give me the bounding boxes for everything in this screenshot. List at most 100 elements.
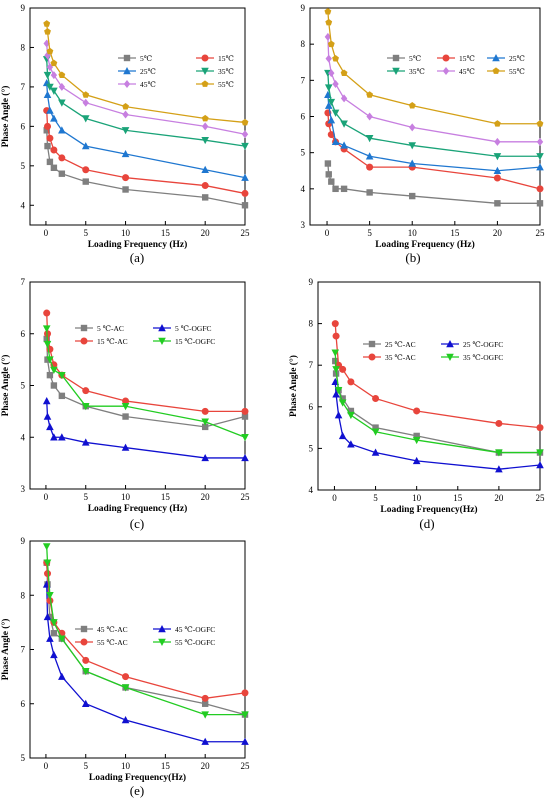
data-point xyxy=(81,115,90,123)
y-tick-label: 7 xyxy=(21,82,26,92)
legend-entry: 55℃ xyxy=(218,80,234,89)
data-point xyxy=(494,137,501,146)
data-point xyxy=(339,395,346,402)
legend-entry: 45℃ xyxy=(459,67,475,76)
data-point xyxy=(58,672,66,680)
y-tick-label: 4 xyxy=(309,485,314,495)
data-point xyxy=(58,154,66,162)
legend-marker xyxy=(123,54,131,62)
data-point xyxy=(50,87,58,95)
chart-panel-1: 0 5 10 15 20 25 3 4 5 6 7 8 9 Loading Frequency (Hz) 5… xyxy=(301,3,546,265)
data-point xyxy=(201,407,209,415)
data-point xyxy=(82,178,89,185)
x-tick-label: 25 xyxy=(536,228,546,238)
x-tick-label: 15 xyxy=(161,492,171,502)
data-point xyxy=(122,103,129,110)
x-tick-label: 15 xyxy=(450,228,460,238)
data-point xyxy=(241,118,249,126)
data-point xyxy=(43,20,51,27)
data-point xyxy=(241,202,249,209)
y-axis-title: Phase Angle (°) xyxy=(0,619,11,681)
legend-entry: 55℃ xyxy=(509,67,525,76)
y-tick-label: 5 xyxy=(21,161,26,171)
data-point xyxy=(372,394,380,402)
x-axis-title: Loading Frequency(Hz) xyxy=(89,772,186,783)
data-point xyxy=(50,114,58,122)
data-point xyxy=(366,91,374,98)
legend-marker xyxy=(492,54,500,62)
data-point xyxy=(324,84,333,92)
data-point xyxy=(365,135,374,143)
data-point xyxy=(241,434,249,442)
data-point xyxy=(43,412,52,420)
data-point xyxy=(332,79,339,88)
plot-frame xyxy=(309,7,541,226)
series-line-4 xyxy=(327,36,540,143)
data-point xyxy=(331,109,340,117)
data-point xyxy=(366,189,373,196)
data-point xyxy=(50,164,58,171)
data-point xyxy=(494,200,501,207)
y-tick-label: 7 xyxy=(21,277,26,287)
data-point xyxy=(332,332,340,340)
legend-marker xyxy=(368,340,376,348)
data-point xyxy=(241,453,249,462)
x-axis-title: Loading Frequency (Hz) xyxy=(375,239,475,250)
x-tick-label: 25 xyxy=(241,492,251,502)
legend-entry: 25 ℃-AC xyxy=(385,340,416,349)
data-point xyxy=(43,309,51,317)
data-point xyxy=(327,116,336,124)
series-line-0 xyxy=(46,338,246,428)
data-point xyxy=(46,597,54,605)
chart-panel-3: 0 5 10 15 20 25 4 5 6 7 8 9 Loading Frequency(Hz) Pha… xyxy=(288,277,545,531)
data-point xyxy=(536,461,544,469)
legend-marker xyxy=(201,67,209,75)
data-point xyxy=(201,122,209,131)
legend-marker xyxy=(201,80,209,87)
data-point xyxy=(536,200,544,207)
data-point xyxy=(241,130,249,139)
data-point xyxy=(325,171,332,178)
y-axis-title: Phase Angle (°) xyxy=(0,355,11,417)
data-point xyxy=(327,98,336,107)
legend-marker xyxy=(80,638,88,646)
data-point xyxy=(347,378,355,386)
data-point xyxy=(43,71,52,80)
data-point xyxy=(371,448,380,456)
legend-entry: 55 ℃-AC xyxy=(97,638,128,647)
chart-panel-0: 0 5 10 15 20 25 4 5 6 7 8 9 Loading Frequency (Hz) Ph… xyxy=(0,3,250,265)
data-point xyxy=(536,424,544,432)
y-tick-label: 9 xyxy=(21,536,26,546)
data-point xyxy=(241,173,249,181)
data-point xyxy=(58,635,66,643)
legend-entry: 5℃ xyxy=(409,54,421,63)
x-tick-label: 10 xyxy=(412,493,422,503)
data-point xyxy=(325,18,333,26)
x-tick-label: 5 xyxy=(83,492,88,502)
data-point xyxy=(327,40,335,48)
data-point xyxy=(334,411,343,419)
panel-caption: (c) xyxy=(130,516,144,531)
x-tick-label: 0 xyxy=(44,761,49,771)
data-point xyxy=(58,71,66,78)
data-point xyxy=(366,163,374,171)
legend-marker xyxy=(492,67,500,74)
data-point xyxy=(328,69,335,78)
panel-caption: (b) xyxy=(405,250,420,265)
legend-entry: 15 ℃-OGFC xyxy=(175,337,215,346)
data-point xyxy=(82,656,90,664)
x-tick-label: 0 xyxy=(44,492,49,502)
data-point xyxy=(327,131,335,139)
data-point xyxy=(58,371,66,380)
data-point xyxy=(371,428,380,436)
data-point xyxy=(81,142,90,150)
y-tick-label: 5 xyxy=(21,753,26,763)
data-point xyxy=(58,82,66,91)
data-point xyxy=(365,152,374,160)
legend-marker xyxy=(80,625,88,633)
data-point xyxy=(338,399,347,407)
data-point xyxy=(493,120,501,127)
y-axis-title: Phase Angle (°) xyxy=(288,355,299,417)
series-line-2 xyxy=(334,323,541,429)
y-tick-label: 4 xyxy=(21,200,26,210)
